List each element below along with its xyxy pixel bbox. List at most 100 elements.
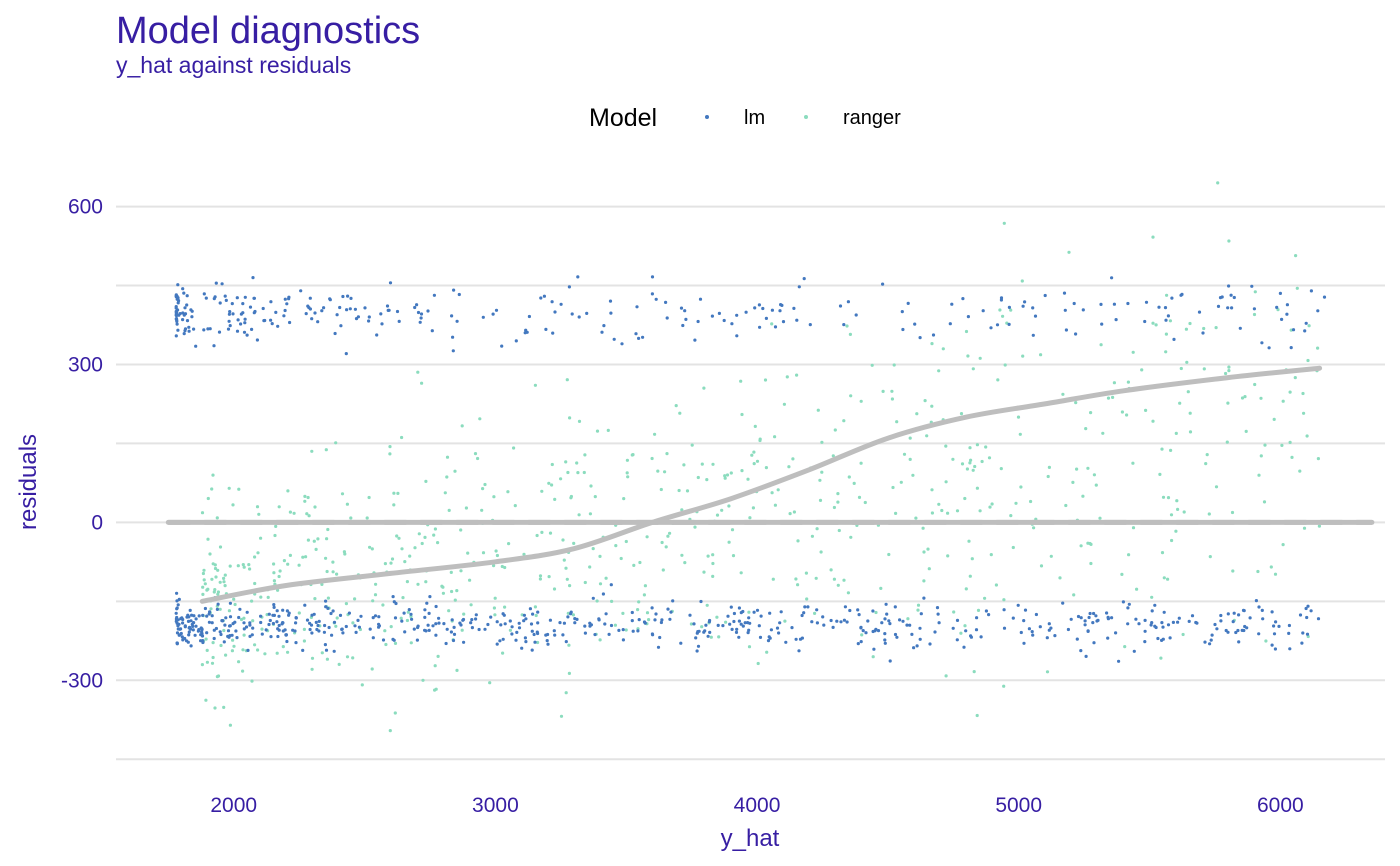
point-lm <box>220 282 224 286</box>
point-lm <box>223 294 227 298</box>
point-lm <box>975 616 979 620</box>
point-lm <box>474 617 478 621</box>
point-ranger <box>548 531 553 535</box>
point-lm <box>660 618 664 622</box>
point-lm <box>732 619 736 624</box>
point-ranger <box>393 641 398 646</box>
point-ranger <box>223 584 227 588</box>
point-ranger <box>624 539 628 544</box>
point-ranger <box>310 656 315 660</box>
point-ranger <box>879 586 883 591</box>
point-lm <box>227 319 231 323</box>
point-lm <box>1092 611 1096 616</box>
point-ranger <box>1298 469 1302 473</box>
point-ranger <box>493 596 497 600</box>
point-lm <box>326 606 330 611</box>
point-lm <box>561 633 565 637</box>
point-lm <box>908 623 912 627</box>
point-ranger <box>978 356 982 360</box>
point-ranger <box>242 616 246 620</box>
point-lm <box>272 603 276 607</box>
point-ranger <box>1131 461 1135 465</box>
point-lm <box>577 315 581 319</box>
point-ranger <box>1112 381 1116 385</box>
point-ranger <box>833 428 837 432</box>
point-lm <box>888 659 892 663</box>
point-ranger <box>988 505 992 509</box>
point-ranger <box>205 660 209 664</box>
point-ranger <box>492 564 496 568</box>
point-lm <box>314 620 318 625</box>
point-ranger <box>1018 432 1022 436</box>
point-lm <box>174 611 178 615</box>
point-lm <box>630 619 634 623</box>
point-ranger <box>440 584 444 588</box>
point-lm <box>237 615 241 620</box>
point-ranger <box>927 567 931 571</box>
point-ranger <box>447 508 451 512</box>
point-lm <box>1083 619 1087 623</box>
point-lm <box>603 622 607 626</box>
point-ranger <box>325 657 329 661</box>
point-lm <box>1176 620 1180 624</box>
point-ranger <box>201 585 205 589</box>
point-ranger <box>307 514 311 518</box>
point-ranger <box>301 555 305 559</box>
point-ranger <box>1257 473 1261 477</box>
point-lm <box>187 633 191 637</box>
point-ranger <box>1086 541 1090 545</box>
point-lm <box>1306 604 1310 608</box>
point-lm <box>597 617 601 621</box>
point-lm <box>410 617 414 621</box>
point-ranger <box>200 663 204 667</box>
point-lm <box>898 618 902 622</box>
point-lm <box>746 631 750 635</box>
point-lm <box>1177 616 1181 620</box>
point-ranger <box>408 554 412 558</box>
point-ranger <box>820 470 824 474</box>
point-ranger <box>565 577 569 581</box>
point-ranger <box>208 552 212 556</box>
point-lm <box>800 613 804 618</box>
point-ranger <box>216 590 220 594</box>
point-lm <box>1164 318 1168 322</box>
point-lm <box>533 640 537 644</box>
point-ranger <box>256 648 260 652</box>
point-ranger <box>397 536 401 540</box>
point-ranger <box>638 560 642 565</box>
point-lm <box>575 617 579 622</box>
point-lm <box>901 327 905 332</box>
point-lm <box>1079 616 1083 620</box>
point-lm <box>1300 641 1304 645</box>
point-lm <box>679 306 684 310</box>
point-lm <box>179 631 183 636</box>
point-ranger <box>370 547 374 551</box>
point-lm <box>330 633 334 637</box>
point-ranger <box>1009 308 1013 312</box>
point-lm <box>353 307 357 311</box>
point-lm <box>729 605 733 609</box>
point-lm <box>696 319 700 324</box>
point-lm <box>522 613 527 617</box>
point-ranger <box>836 500 840 504</box>
point-lm <box>1270 610 1274 614</box>
point-lm <box>1272 624 1276 628</box>
point-ranger <box>389 561 393 565</box>
point-lm <box>228 310 232 314</box>
point-ranger <box>944 444 948 448</box>
point-ranger <box>739 571 743 575</box>
point-lm <box>451 349 455 353</box>
point-ranger <box>316 537 320 541</box>
point-ranger <box>1244 429 1248 433</box>
point-lm <box>324 599 328 603</box>
point-lm <box>962 645 966 649</box>
point-lm <box>186 619 191 624</box>
point-ranger <box>815 527 819 531</box>
point-lm <box>312 612 316 616</box>
point-lm <box>602 324 606 328</box>
point-lm <box>271 613 275 617</box>
point-lm <box>498 639 502 643</box>
point-ranger <box>335 616 339 620</box>
point-lm <box>407 608 411 612</box>
point-ranger <box>576 471 580 475</box>
